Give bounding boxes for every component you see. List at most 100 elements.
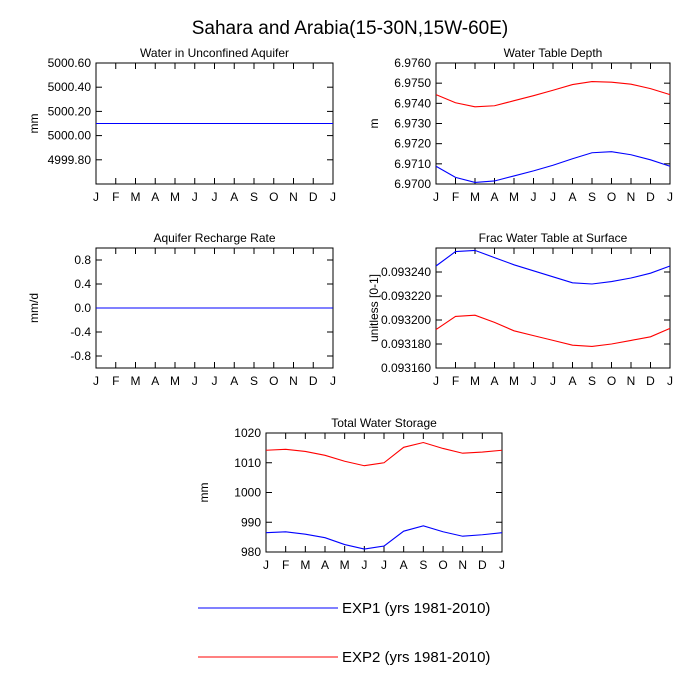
x-tick-label: J: [330, 374, 336, 388]
x-tick-label: J: [433, 190, 439, 204]
x-tick-label: S: [250, 190, 258, 204]
x-tick-label: J: [263, 558, 269, 572]
x-tick-label: A: [230, 374, 238, 388]
panel-title: Water Table Depth: [504, 46, 603, 60]
x-tick-label: A: [490, 190, 498, 204]
x-tick-label: F: [112, 190, 119, 204]
y-tick-label: -0.8: [70, 349, 91, 363]
x-tick-label: O: [269, 190, 278, 204]
y-tick-label: 1010: [234, 456, 261, 470]
y-tick-label: 0.093200: [381, 313, 431, 327]
figure-title: Sahara and Arabia(15-30N,15W-60E): [192, 18, 509, 39]
x-tick-label: D: [309, 374, 318, 388]
y-tick-label: 0.0: [74, 301, 91, 315]
series-line: [435, 80, 671, 108]
panel-title: Aquifer Recharge Rate: [153, 231, 275, 245]
series-line: [265, 441, 503, 467]
legend-label: EXP1 (yrs 1981-2010): [342, 600, 490, 617]
x-tick-label: J: [192, 374, 198, 388]
y-tick-label: 4999.80: [48, 153, 92, 167]
y-axis-label: mm/d: [27, 293, 41, 323]
x-tick-label: M: [340, 558, 350, 572]
y-tick-label: 990: [241, 515, 261, 529]
x-tick-label: F: [452, 374, 459, 388]
x-tick-label: O: [607, 374, 616, 388]
y-tick-label: 5000.00: [48, 129, 92, 143]
x-tick-label: F: [112, 374, 119, 388]
series-line: [435, 151, 671, 183]
x-tick-label: J: [93, 190, 99, 204]
x-tick-label: J: [212, 190, 218, 204]
y-tick-label: 6.9710: [394, 157, 431, 171]
y-tick-label: 1000: [234, 486, 261, 500]
x-tick-label: S: [588, 374, 596, 388]
y-tick-label: 6.9720: [394, 137, 431, 151]
y-axis-label: unitless [0-1]: [367, 274, 381, 342]
y-tick-label: 980: [241, 545, 261, 559]
x-tick-label: N: [627, 190, 636, 204]
x-tick-label: J: [212, 374, 218, 388]
y-tick-label: 0.4: [74, 277, 91, 291]
x-tick-label: N: [289, 190, 298, 204]
x-tick-label: J: [330, 190, 336, 204]
y-tick-label: 0.093180: [381, 337, 431, 351]
x-tick-label: D: [646, 190, 655, 204]
x-tick-label: J: [531, 190, 537, 204]
y-axis-label: m: [367, 119, 381, 129]
x-tick-label: J: [433, 374, 439, 388]
legend-label: EXP2 (yrs 1981-2010): [342, 649, 490, 666]
x-tick-label: J: [550, 374, 556, 388]
x-tick-label: O: [607, 190, 616, 204]
x-tick-label: S: [250, 374, 258, 388]
x-tick-label: M: [131, 190, 141, 204]
x-tick-label: M: [170, 190, 180, 204]
y-tick-label: 6.9730: [394, 117, 431, 131]
y-tick-label: 5000.60: [48, 56, 92, 70]
chart-panel: Frac Water Table at Surface unitless [0-1…: [367, 231, 673, 388]
x-tick-label: J: [550, 190, 556, 204]
legend: EXP1 (yrs 1981-2010) EXP2 (yrs 1981-2010): [198, 600, 490, 666]
x-tick-label: J: [499, 558, 505, 572]
x-tick-label: A: [321, 558, 329, 572]
panel-title: Total Water Storage: [331, 416, 437, 430]
x-tick-label: N: [458, 558, 467, 572]
x-tick-label: M: [509, 190, 519, 204]
x-tick-label: M: [131, 374, 141, 388]
series-line: [435, 249, 671, 285]
x-tick-label: A: [490, 374, 498, 388]
y-axis-label: mm: [197, 483, 211, 503]
x-tick-label: J: [93, 374, 99, 388]
x-tick-label: A: [400, 558, 408, 572]
x-tick-label: A: [230, 190, 238, 204]
x-tick-label: D: [646, 374, 655, 388]
y-tick-label: 5000.20: [48, 104, 92, 118]
x-tick-label: N: [289, 374, 298, 388]
y-tick-label: 0.093240: [381, 265, 431, 279]
series-line: [435, 314, 671, 347]
x-tick-label: J: [192, 190, 198, 204]
x-tick-label: O: [438, 558, 447, 572]
y-tick-label: 5000.40: [48, 80, 92, 94]
x-tick-label: M: [470, 374, 480, 388]
x-tick-label: F: [452, 190, 459, 204]
y-tick-label: 0.093160: [381, 361, 431, 375]
y-tick-label: 6.9740: [394, 96, 431, 110]
y-tick-label: 0.8: [74, 253, 91, 267]
x-tick-label: M: [300, 558, 310, 572]
x-tick-label: A: [568, 374, 576, 388]
x-tick-label: M: [470, 190, 480, 204]
x-tick-label: J: [361, 558, 367, 572]
panel-title: Frac Water Table at Surface: [479, 231, 628, 245]
x-tick-label: A: [151, 190, 159, 204]
panel-title: Water in Unconfined Aquifer: [140, 46, 289, 60]
x-tick-label: N: [627, 374, 636, 388]
x-tick-label: M: [170, 374, 180, 388]
x-tick-label: J: [531, 374, 537, 388]
y-axis-label: mm: [27, 114, 41, 134]
